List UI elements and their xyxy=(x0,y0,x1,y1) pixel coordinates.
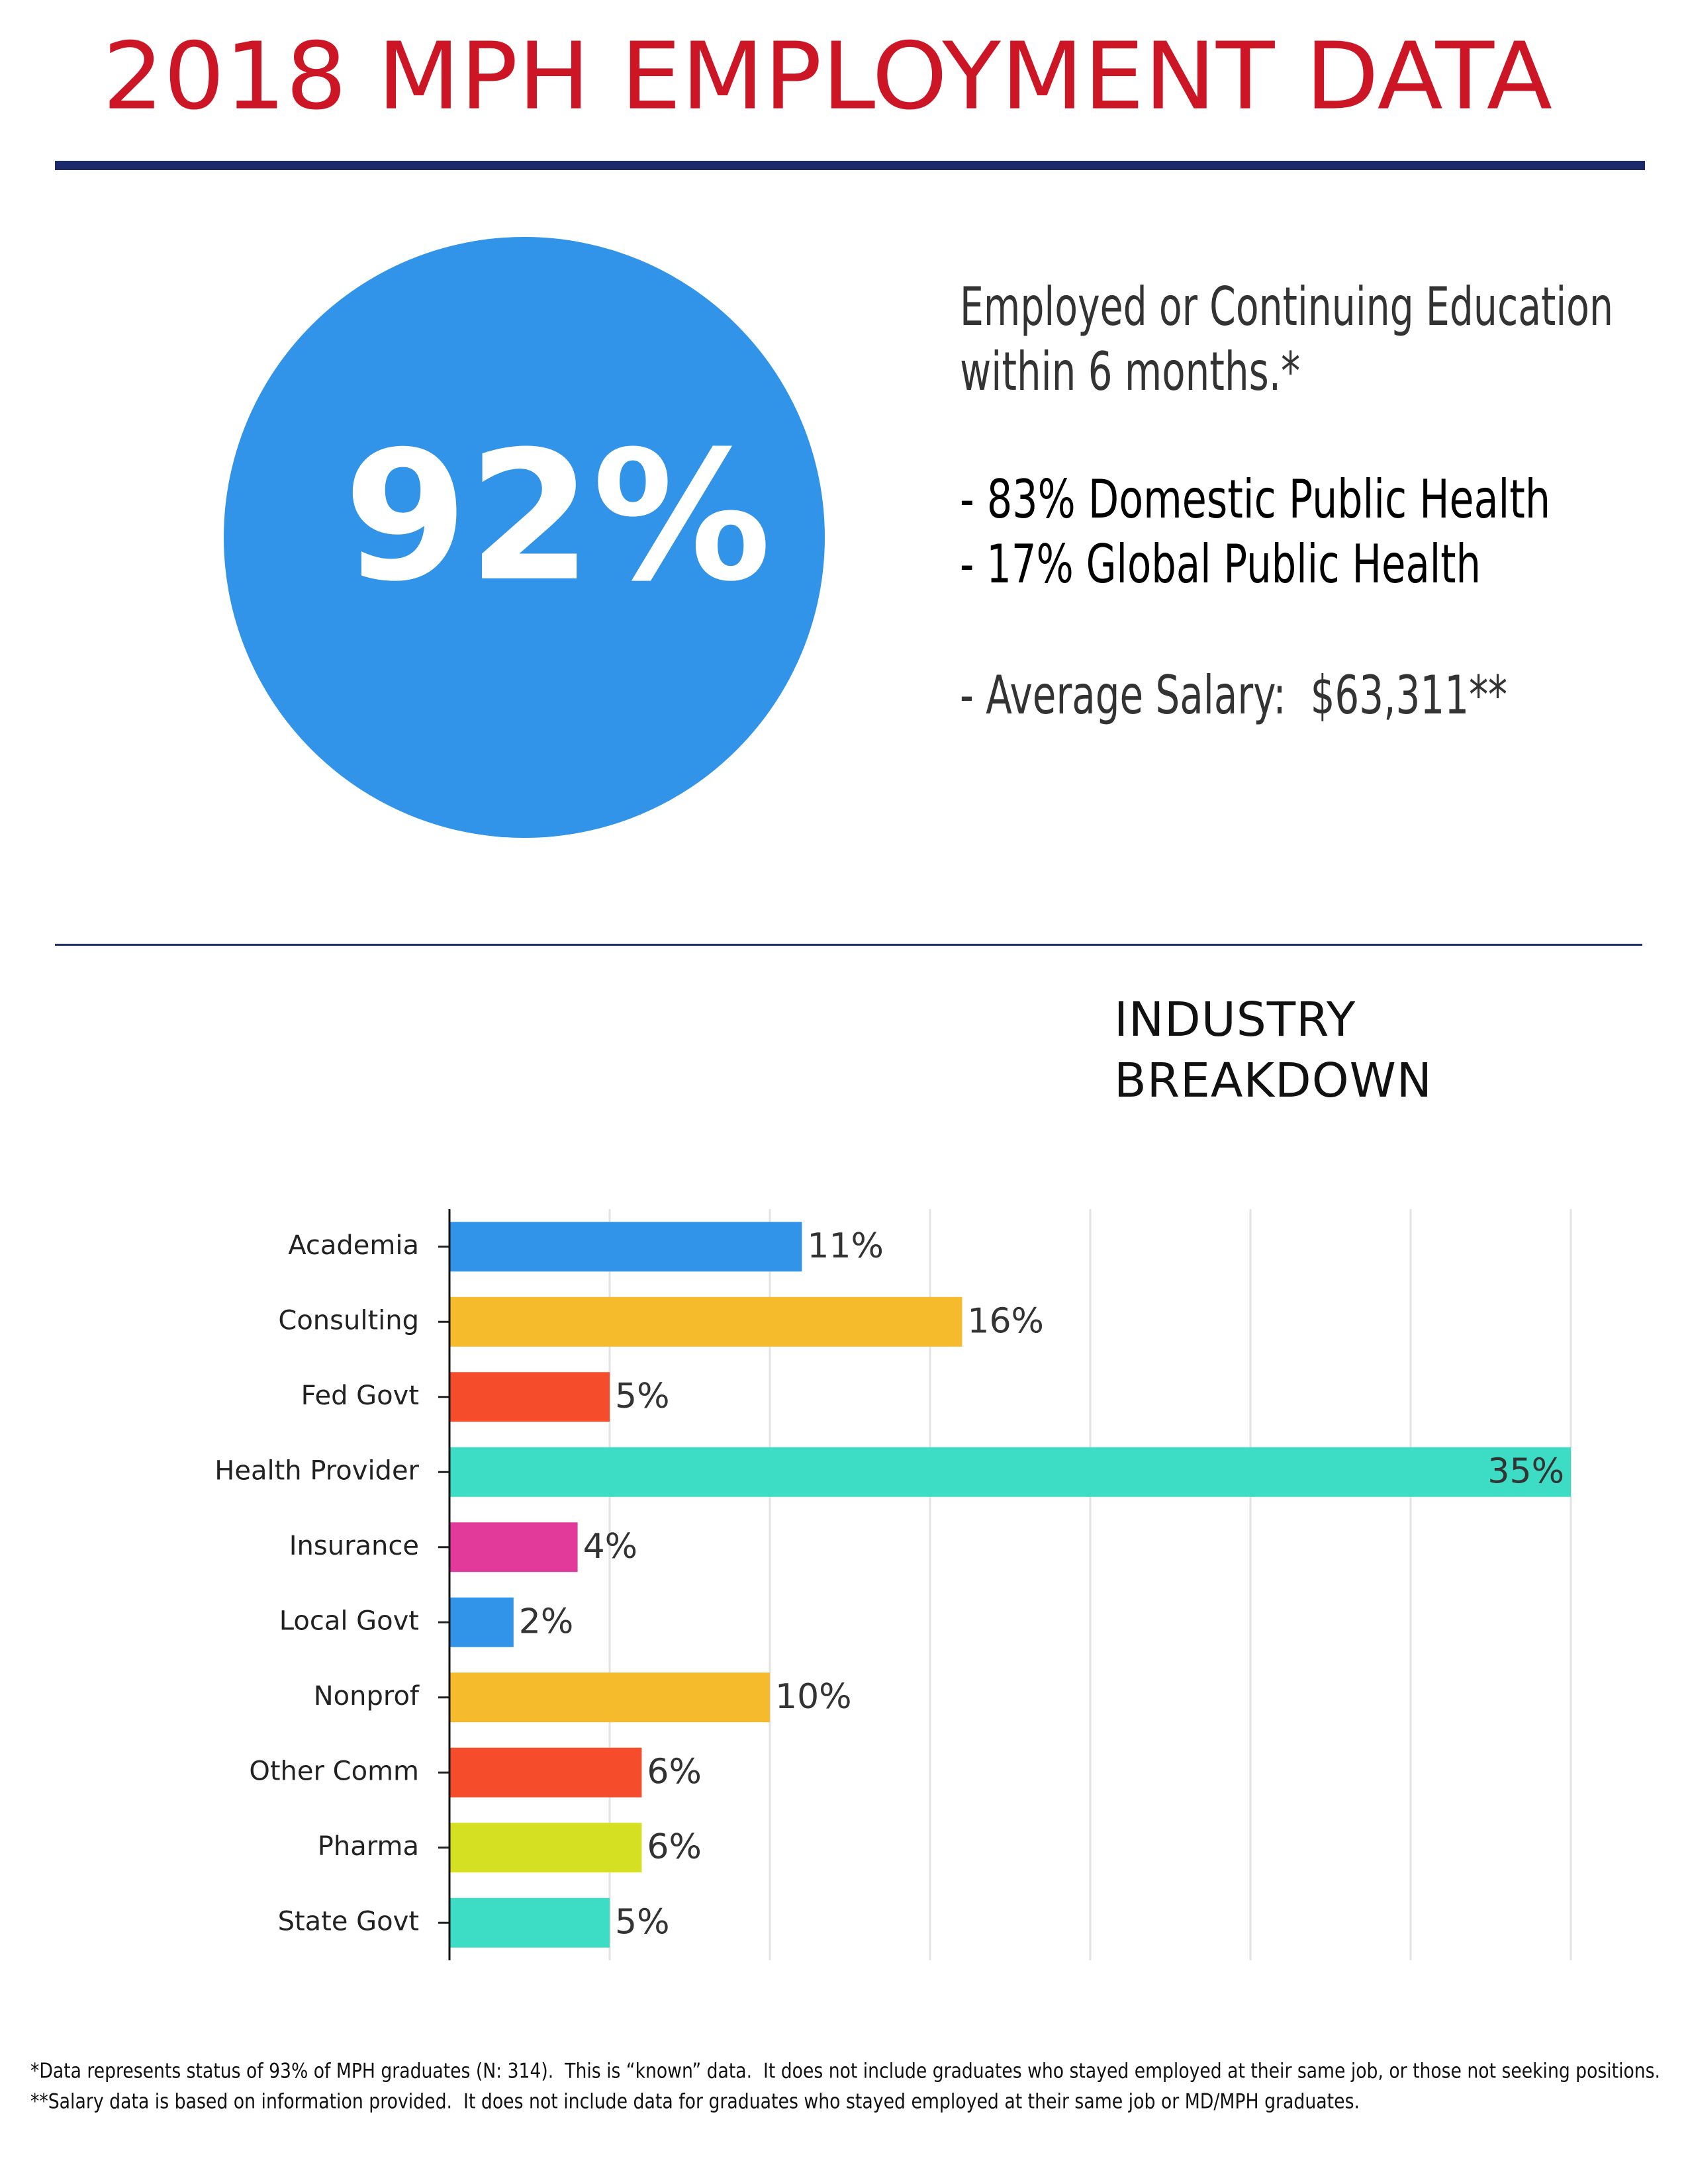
summary-line: Employed or Continuing Education xyxy=(960,276,1613,338)
value-label: 2% xyxy=(519,1602,574,1641)
bar xyxy=(449,1222,802,1272)
value-label: 11% xyxy=(807,1226,884,1266)
value-label: 10% xyxy=(775,1677,852,1717)
bar xyxy=(449,1372,610,1422)
bar xyxy=(449,1897,610,1948)
y-tick-label: Health Provider xyxy=(214,1455,419,1486)
bar xyxy=(449,1672,770,1723)
bar xyxy=(449,1297,962,1347)
y-tick-label: Pharma xyxy=(318,1831,419,1862)
summary-line: within 6 months.* xyxy=(960,341,1300,402)
y-tick-label: Insurance xyxy=(289,1531,419,1561)
big-figure: 92% xyxy=(344,412,771,621)
value-label: 4% xyxy=(583,1527,638,1567)
y-tick-label: Academia xyxy=(288,1230,419,1261)
value-label: 35% xyxy=(1487,1451,1564,1491)
summary-text: Employed or Continuing Education within … xyxy=(960,276,1613,726)
highlight-circle xyxy=(224,237,825,838)
bar xyxy=(449,1747,642,1797)
section-rule xyxy=(55,944,1642,946)
summary-line: - 83% Domestic Public Health xyxy=(960,469,1550,530)
bar xyxy=(449,1447,1571,1497)
y-tick-label: Consulting xyxy=(278,1305,419,1336)
summary-line: - Average Salary: $63,311** xyxy=(960,664,1507,726)
y-tick-label: Other Comm xyxy=(249,1756,419,1786)
footnote: **Salary data is based on information pr… xyxy=(30,2090,1360,2114)
page-title: 2018 MPH EMPLOYMENT DATA xyxy=(103,23,1552,131)
value-label: 5% xyxy=(615,1902,670,1942)
header-rule xyxy=(55,161,1645,170)
summary-line: - 17% Global Public Health xyxy=(960,533,1481,595)
footnote: *Data represents status of 93% of MPH gr… xyxy=(30,2060,1660,2083)
bar xyxy=(449,1823,642,1873)
y-tick-label: Nonprof xyxy=(314,1681,420,1711)
chart-title: INDUSTRY BREAKDOWN xyxy=(1114,992,1432,1108)
y-tick-label: State Govt xyxy=(278,1906,419,1936)
bar xyxy=(449,1522,578,1572)
y-tick-label: Local Govt xyxy=(279,1606,419,1636)
value-label: 5% xyxy=(615,1377,670,1416)
value-label: 16% xyxy=(967,1301,1044,1341)
value-label: 6% xyxy=(647,1827,702,1867)
y-tick-label: Fed Govt xyxy=(301,1381,419,1411)
value-label: 6% xyxy=(647,1752,702,1792)
bar xyxy=(449,1597,514,1647)
